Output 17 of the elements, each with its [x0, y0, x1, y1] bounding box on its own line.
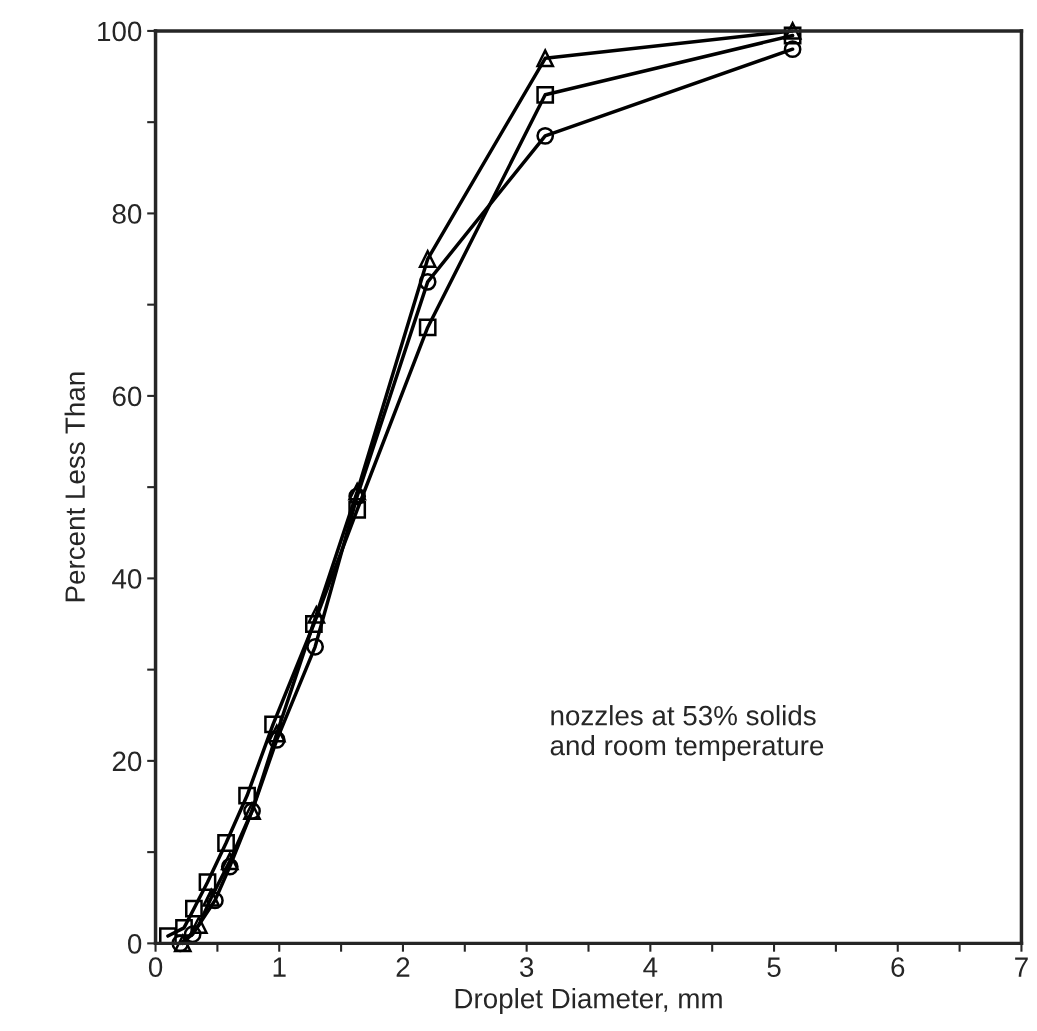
- y-tick-label: 100: [98, 21, 142, 42]
- x-tick-label: 4: [643, 957, 658, 977]
- annotation: nozzles at 53% solids and room temperature: [550, 705, 824, 761]
- x-axis-title: Droplet Diameter, mm: [455, 988, 722, 1014]
- x-tick-label: 2: [396, 957, 410, 977]
- x-tick-label: 7: [1015, 957, 1028, 977]
- x-tick-label: 1: [273, 957, 286, 977]
- y-tick-label: 60: [112, 386, 142, 407]
- x-tick-label: 5: [767, 957, 781, 977]
- x-tick-label: 6: [891, 957, 905, 977]
- y-tick-label: 0: [127, 934, 142, 954]
- y-tick-label: 20: [112, 751, 142, 772]
- y-tick-label: 80: [112, 204, 142, 224]
- y-axis-title: Percent Less Than: [64, 372, 85, 602]
- x-tick-label: 0: [148, 957, 163, 977]
- x-tick-label: 3: [519, 957, 534, 977]
- y-tick-label: 40: [112, 569, 142, 589]
